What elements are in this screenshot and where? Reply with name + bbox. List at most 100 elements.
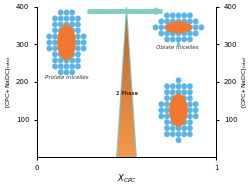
Ellipse shape — [164, 119, 169, 125]
Ellipse shape — [175, 131, 181, 137]
Ellipse shape — [186, 125, 192, 131]
Ellipse shape — [70, 46, 74, 51]
Ellipse shape — [175, 95, 181, 101]
Ellipse shape — [63, 9, 69, 15]
Ellipse shape — [52, 57, 58, 63]
Ellipse shape — [169, 30, 175, 36]
Ellipse shape — [169, 119, 175, 125]
Ellipse shape — [69, 69, 75, 75]
Ellipse shape — [75, 22, 80, 27]
Ellipse shape — [186, 107, 192, 113]
Ellipse shape — [164, 131, 169, 137]
Ellipse shape — [175, 18, 181, 24]
Ellipse shape — [164, 12, 169, 18]
Ellipse shape — [192, 30, 198, 36]
Ellipse shape — [169, 131, 175, 137]
Ellipse shape — [75, 33, 80, 40]
Ellipse shape — [175, 108, 180, 113]
Ellipse shape — [175, 25, 180, 30]
Ellipse shape — [152, 24, 158, 30]
Ellipse shape — [186, 83, 192, 89]
Ellipse shape — [63, 57, 69, 63]
Ellipse shape — [52, 33, 58, 40]
Ellipse shape — [186, 36, 192, 42]
Ellipse shape — [186, 119, 192, 125]
Ellipse shape — [69, 22, 75, 27]
Ellipse shape — [63, 51, 69, 57]
Ellipse shape — [164, 107, 169, 113]
Ellipse shape — [58, 15, 63, 22]
Ellipse shape — [52, 27, 58, 33]
Ellipse shape — [192, 107, 198, 113]
Ellipse shape — [57, 24, 76, 60]
Ellipse shape — [181, 36, 186, 42]
Ellipse shape — [64, 46, 69, 51]
Ellipse shape — [158, 107, 164, 113]
Ellipse shape — [75, 63, 80, 69]
Ellipse shape — [80, 33, 86, 40]
Ellipse shape — [181, 119, 186, 125]
Y-axis label: [CPC+NaDC]$_\mathrm{total}$: [CPC+NaDC]$_\mathrm{total}$ — [239, 56, 248, 108]
Ellipse shape — [63, 33, 69, 40]
Ellipse shape — [58, 57, 63, 63]
Ellipse shape — [58, 46, 63, 51]
Ellipse shape — [169, 101, 175, 107]
Ellipse shape — [169, 89, 175, 95]
Ellipse shape — [70, 34, 74, 39]
Ellipse shape — [75, 57, 80, 63]
Ellipse shape — [181, 12, 186, 18]
Ellipse shape — [158, 30, 164, 36]
Ellipse shape — [58, 51, 63, 57]
Ellipse shape — [181, 89, 186, 95]
Ellipse shape — [175, 125, 181, 131]
Ellipse shape — [80, 40, 86, 45]
Ellipse shape — [181, 95, 186, 101]
Ellipse shape — [164, 113, 169, 119]
Ellipse shape — [64, 34, 69, 39]
Ellipse shape — [158, 24, 164, 30]
Ellipse shape — [164, 36, 169, 42]
Y-axis label: [CPC+NaDC]$_\mathrm{total}$: [CPC+NaDC]$_\mathrm{total}$ — [4, 56, 13, 108]
Ellipse shape — [169, 12, 175, 18]
Ellipse shape — [181, 30, 186, 36]
Ellipse shape — [75, 40, 80, 45]
Ellipse shape — [64, 52, 69, 57]
Ellipse shape — [52, 22, 58, 27]
Ellipse shape — [63, 45, 69, 51]
Ellipse shape — [175, 77, 181, 83]
Ellipse shape — [170, 25, 174, 30]
Ellipse shape — [158, 113, 164, 119]
Ellipse shape — [69, 51, 75, 57]
Ellipse shape — [46, 45, 52, 51]
Ellipse shape — [181, 113, 186, 119]
Ellipse shape — [175, 24, 181, 30]
Ellipse shape — [70, 40, 74, 45]
Ellipse shape — [192, 24, 198, 30]
Ellipse shape — [169, 113, 175, 119]
Ellipse shape — [52, 63, 58, 69]
Text: Prolate micelles: Prolate micelles — [44, 75, 88, 80]
Ellipse shape — [63, 27, 69, 33]
Ellipse shape — [175, 102, 180, 107]
Ellipse shape — [58, 69, 63, 75]
Ellipse shape — [181, 114, 186, 119]
Ellipse shape — [181, 18, 186, 24]
Ellipse shape — [175, 120, 180, 125]
Ellipse shape — [186, 12, 192, 18]
Ellipse shape — [175, 137, 181, 143]
Ellipse shape — [58, 40, 63, 45]
Ellipse shape — [169, 18, 175, 24]
Ellipse shape — [170, 114, 174, 119]
Ellipse shape — [169, 24, 175, 30]
Ellipse shape — [75, 15, 80, 22]
Ellipse shape — [169, 125, 175, 131]
Text: Oblate micelles: Oblate micelles — [156, 45, 198, 50]
Ellipse shape — [69, 45, 75, 51]
Ellipse shape — [186, 101, 192, 107]
Ellipse shape — [164, 95, 169, 101]
Ellipse shape — [63, 22, 69, 27]
Ellipse shape — [69, 40, 75, 45]
Ellipse shape — [58, 40, 63, 45]
Ellipse shape — [58, 34, 63, 39]
Ellipse shape — [169, 36, 175, 42]
